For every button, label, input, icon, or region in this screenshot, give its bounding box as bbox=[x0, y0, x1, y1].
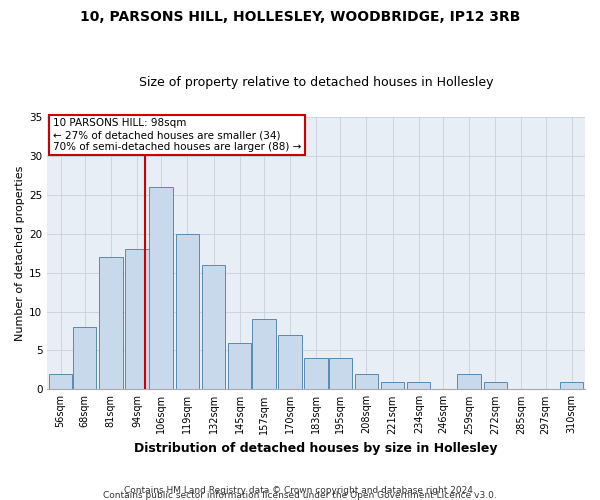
Bar bbox=[278, 335, 302, 390]
Bar bbox=[202, 265, 225, 390]
Text: 10 PARSONS HILL: 98sqm
← 27% of detached houses are smaller (34)
70% of semi-det: 10 PARSONS HILL: 98sqm ← 27% of detached… bbox=[53, 118, 301, 152]
Text: Contains public sector information licensed under the Open Government Licence v3: Contains public sector information licen… bbox=[103, 490, 497, 500]
Bar bbox=[381, 382, 404, 390]
Y-axis label: Number of detached properties: Number of detached properties bbox=[15, 166, 25, 341]
Text: 10, PARSONS HILL, HOLLESLEY, WOODBRIDGE, IP12 3RB: 10, PARSONS HILL, HOLLESLEY, WOODBRIDGE,… bbox=[80, 10, 520, 24]
Bar bbox=[176, 234, 199, 390]
Bar bbox=[329, 358, 352, 390]
Bar bbox=[49, 374, 72, 390]
Bar bbox=[304, 358, 328, 390]
Bar bbox=[484, 382, 507, 390]
Title: Size of property relative to detached houses in Hollesley: Size of property relative to detached ho… bbox=[139, 76, 493, 90]
X-axis label: Distribution of detached houses by size in Hollesley: Distribution of detached houses by size … bbox=[134, 442, 498, 455]
Bar bbox=[560, 382, 583, 390]
Bar bbox=[149, 187, 173, 390]
Bar bbox=[228, 342, 251, 390]
Bar bbox=[355, 374, 378, 390]
Bar bbox=[457, 374, 481, 390]
Bar bbox=[125, 250, 149, 390]
Bar bbox=[407, 382, 430, 390]
Text: Contains HM Land Registry data © Crown copyright and database right 2024.: Contains HM Land Registry data © Crown c… bbox=[124, 486, 476, 495]
Bar bbox=[73, 327, 97, 390]
Bar bbox=[252, 320, 275, 390]
Bar bbox=[99, 257, 122, 390]
